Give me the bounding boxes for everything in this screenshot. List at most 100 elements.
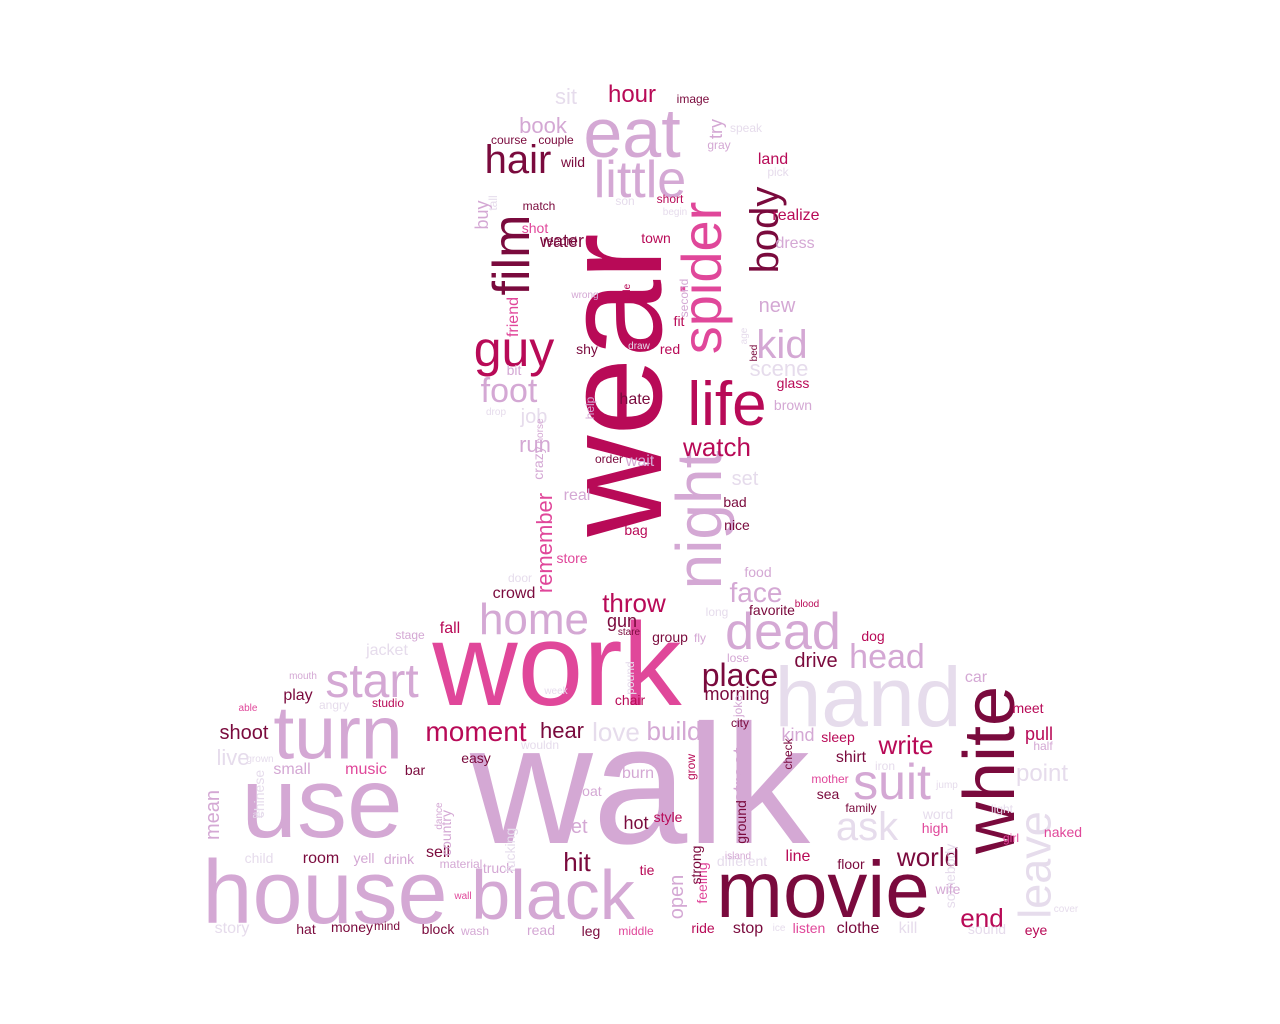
cloud-word: different — [716, 853, 768, 869]
cloud-word: hat — [296, 921, 316, 937]
cloud-word: home — [478, 595, 590, 644]
cloud-word: build — [646, 716, 702, 746]
cloud-word: shirt — [835, 749, 867, 766]
cloud-word: shoot — [219, 722, 269, 744]
cloud-word: dog — [861, 628, 885, 644]
cloud-word: air — [252, 810, 264, 821]
cloud-word: start — [325, 655, 419, 708]
cloud-word: draw — [628, 341, 650, 352]
cloud-word: town — [641, 230, 671, 246]
cloud-word: kill — [898, 920, 918, 937]
cloud-word: eat — [583, 94, 681, 172]
cloud-word: black — [471, 856, 635, 934]
cloud-word: horse — [535, 418, 546, 444]
cloud-word: dead — [725, 603, 841, 661]
cloud-word: help — [583, 396, 597, 420]
cloud-word: mind — [373, 919, 401, 933]
cloud-word: money — [330, 919, 374, 935]
cloud-word: nice — [724, 517, 750, 533]
cloud-word: hair — [484, 138, 552, 182]
cloud-word: guy — [473, 321, 555, 377]
cloud-word: cover — [1053, 904, 1079, 915]
cloud-word: moment — [425, 716, 527, 747]
cloud-word: hate — [619, 391, 651, 408]
cloud-word: pull — [1024, 724, 1054, 744]
cloud-word: door — [507, 571, 533, 585]
cloud-word: word — [922, 806, 954, 822]
cloud-word: book — [519, 113, 567, 138]
cloud-word: mother — [811, 772, 849, 786]
cloud-word: eye — [1024, 922, 1048, 938]
cloud-word: image — [676, 92, 710, 106]
cloud-word: ask — [835, 805, 899, 849]
cloud-word: wall — [454, 891, 472, 902]
cloud-word: sleep — [821, 729, 855, 745]
cloud-word: friend — [505, 296, 522, 338]
cloud-word: child — [244, 850, 274, 866]
cloud-word: record — [542, 234, 578, 248]
cloud-word: shy — [576, 341, 598, 357]
cloud-word: store — [556, 550, 588, 566]
cloud-word: blood — [794, 599, 820, 610]
cloud-word: strong — [688, 845, 704, 885]
cloud-word: boat — [574, 783, 602, 799]
cloud-word: write — [878, 730, 934, 760]
cloud-word: grown — [246, 754, 274, 765]
cloud-word: line — [785, 848, 811, 865]
cloud-word: open — [666, 874, 688, 920]
cloud-word: run — [519, 432, 551, 457]
cloud-word: yell — [353, 850, 375, 866]
cloud-word: point — [1015, 760, 1069, 787]
cloud-word: story — [214, 920, 250, 937]
cloud-word: burn — [621, 765, 655, 782]
cloud-word: block — [421, 921, 455, 937]
cloud-word: wild — [560, 154, 586, 170]
cloud-word: new — [758, 295, 796, 317]
cloud-word: mean — [202, 789, 224, 841]
cloud-word: wrong — [571, 290, 599, 301]
cloud-word: sale — [622, 283, 633, 303]
cloud-word: hand — [774, 650, 962, 744]
cloud-word: jump — [936, 780, 958, 791]
cloud-word: island — [724, 851, 752, 862]
cloud-word: turn — [273, 690, 403, 775]
cloud-word: wouldn — [520, 738, 560, 752]
cloud-word: realize — [772, 207, 820, 224]
cloud-word: wash — [460, 924, 490, 938]
cloud-word: bar — [404, 762, 426, 778]
cloud-word: angry — [318, 698, 350, 712]
cloud-word: family — [845, 801, 877, 815]
cloud-word: remember — [532, 492, 557, 594]
cloud-word: stare — [617, 627, 641, 638]
cloud-word: live — [216, 745, 250, 770]
cloud-word: real — [563, 487, 591, 504]
cloud-word: bed — [749, 344, 760, 362]
cloud-word: crowd — [492, 585, 536, 602]
cloud-word: wait — [625, 453, 655, 470]
cloud-word: red — [659, 341, 681, 357]
cloud-word: hit — [563, 847, 591, 877]
cloud-word: half — [1033, 739, 1053, 753]
cloud-word: head — [849, 638, 925, 676]
cloud-word: gray — [707, 138, 731, 152]
cloud-word: second — [677, 278, 691, 318]
cloud-word: fit — [673, 313, 685, 329]
cloud-word: dress — [775, 235, 815, 252]
cloud-word: love — [592, 717, 640, 747]
cloud-word: car — [964, 669, 988, 686]
cloud-word: night — [663, 450, 735, 590]
cloud-word: ground — [733, 800, 749, 844]
cloud-word: sound — [967, 921, 1007, 937]
cloud-word: meet — [1012, 700, 1044, 716]
cloud-word: sit — [555, 84, 577, 109]
cloud-word: kid — [756, 323, 808, 367]
cloud-word: week — [544, 686, 568, 697]
cloud-word: glass — [776, 375, 810, 391]
cloud-word: mouth — [289, 671, 317, 682]
cloud-word: land — [757, 151, 789, 168]
cloud-word: begin — [662, 207, 688, 218]
cloud-word: bag — [624, 522, 648, 538]
cloud-word: group — [652, 629, 688, 645]
cloud-word: lose — [726, 651, 750, 665]
cloud-word: drop — [485, 407, 507, 418]
